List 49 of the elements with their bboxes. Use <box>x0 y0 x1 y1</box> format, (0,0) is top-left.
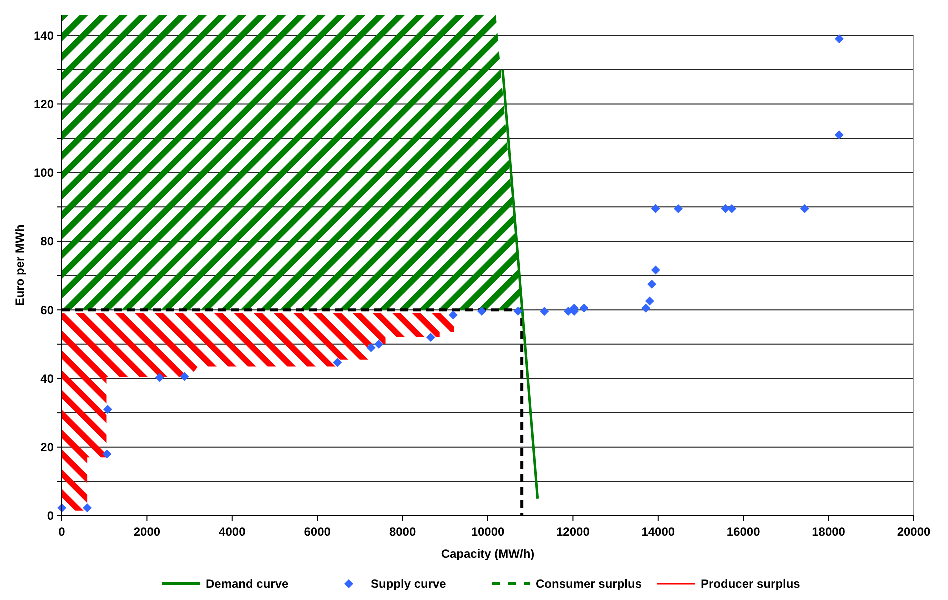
point <box>83 504 92 513</box>
x-tick-label: 10000 <box>471 525 506 539</box>
point <box>540 306 550 316</box>
x-tick-label: 4000 <box>219 525 246 539</box>
point <box>426 333 436 342</box>
point <box>374 340 384 349</box>
point <box>674 204 683 214</box>
x-tick-label: 20000 <box>897 525 932 539</box>
point <box>648 280 657 289</box>
x-tick-label: 8000 <box>389 525 416 539</box>
point <box>102 450 112 459</box>
point <box>800 204 810 214</box>
point <box>333 358 342 368</box>
x-tick-label: 0 <box>58 525 66 539</box>
y-axis-title: Euro per MWh <box>13 224 27 306</box>
x-tick-label: 14000 <box>642 525 676 539</box>
point <box>651 204 660 214</box>
x-tick-label: 2000 <box>134 525 161 539</box>
point <box>834 34 844 44</box>
point <box>448 310 458 320</box>
point <box>366 343 376 352</box>
point <box>728 204 737 214</box>
point <box>834 130 844 140</box>
legend-label: Consumer surplus <box>536 577 642 591</box>
legend-label: Supply curve <box>371 577 447 591</box>
x-axis-title: Capacity (MW/h) <box>441 547 535 561</box>
point <box>104 405 113 414</box>
x-tick-label: 6000 <box>304 525 332 539</box>
point <box>180 372 190 382</box>
x-tick-label: 12000 <box>556 525 590 539</box>
legend-label: Demand curve <box>206 577 290 591</box>
point <box>155 373 164 382</box>
y-tick-label: 140 <box>34 28 54 43</box>
y-tick-label: 60 <box>40 303 54 318</box>
y-tick-label: 40 <box>40 372 54 386</box>
y-tick-label: 100 <box>34 166 54 180</box>
legend-label: Producer surplus <box>701 577 801 591</box>
point <box>642 304 651 313</box>
point <box>645 296 654 306</box>
y-tick-label: 120 <box>34 97 54 112</box>
point <box>514 306 523 316</box>
point <box>478 306 487 316</box>
y-tick-label: 80 <box>40 234 54 249</box>
x-tick-label: 16000 <box>726 525 761 539</box>
point <box>580 304 589 313</box>
y-tick-label: 20 <box>40 440 54 455</box>
x-tick-label: 18000 <box>812 525 846 539</box>
y-tick-label: 0 <box>47 509 54 524</box>
point <box>651 266 660 275</box>
